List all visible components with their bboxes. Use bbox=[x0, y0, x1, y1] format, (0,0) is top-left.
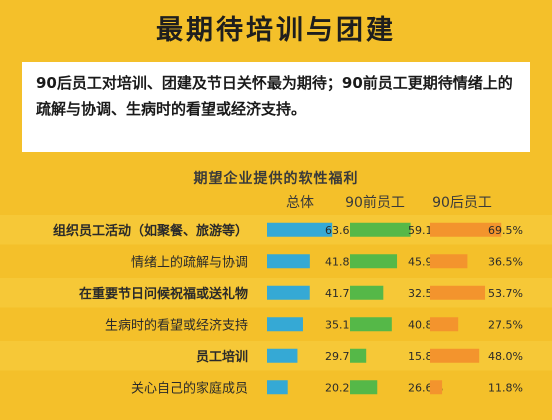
category-label: 关心自己的家庭成员 bbox=[131, 380, 248, 396]
bar bbox=[350, 285, 384, 300]
legend-post90: 90后员工 bbox=[432, 195, 492, 211]
legend-overall: 总体 bbox=[286, 195, 314, 211]
bar bbox=[430, 222, 502, 237]
bar bbox=[267, 317, 303, 332]
category-label: 员工培训 bbox=[196, 349, 248, 365]
bar bbox=[267, 348, 298, 363]
category-label: 情绪上的疏解与协调 bbox=[131, 254, 248, 270]
bar bbox=[350, 254, 398, 269]
bar bbox=[430, 254, 468, 269]
data-label: 11.8% bbox=[488, 381, 523, 394]
bar bbox=[350, 222, 411, 237]
category-label: 组织员工活动（如聚餐、旅游等） bbox=[53, 223, 248, 239]
bar bbox=[350, 317, 392, 332]
data-label: 36.5% bbox=[488, 255, 523, 268]
bar bbox=[430, 285, 486, 300]
summary-box: 90后员工对培训、团建及节日关怀最为期待；90前员工更期待情绪上的疏解与协调、生… bbox=[22, 62, 530, 152]
bar bbox=[267, 222, 333, 237]
bar bbox=[267, 254, 310, 269]
bar bbox=[350, 380, 378, 395]
data-label: 69.5% bbox=[488, 224, 523, 237]
data-label: 48.0% bbox=[488, 350, 523, 363]
bar bbox=[430, 380, 443, 395]
chart-title: 期望企业提供的软性福利 bbox=[193, 171, 359, 187]
data-label: 53.7% bbox=[488, 287, 523, 300]
bar bbox=[267, 285, 310, 300]
bar bbox=[267, 380, 288, 395]
category-label: 在重要节日问候祝福或送礼物 bbox=[79, 286, 248, 302]
page-title: 最期待培训与团建 bbox=[156, 15, 396, 46]
bar bbox=[430, 317, 459, 332]
bar bbox=[350, 348, 367, 363]
bar bbox=[430, 348, 480, 363]
category-label: 生病时的看望或经济支持 bbox=[105, 317, 248, 333]
data-label: 27.5% bbox=[488, 318, 523, 331]
legend-pre90: 90前员工 bbox=[345, 194, 405, 211]
